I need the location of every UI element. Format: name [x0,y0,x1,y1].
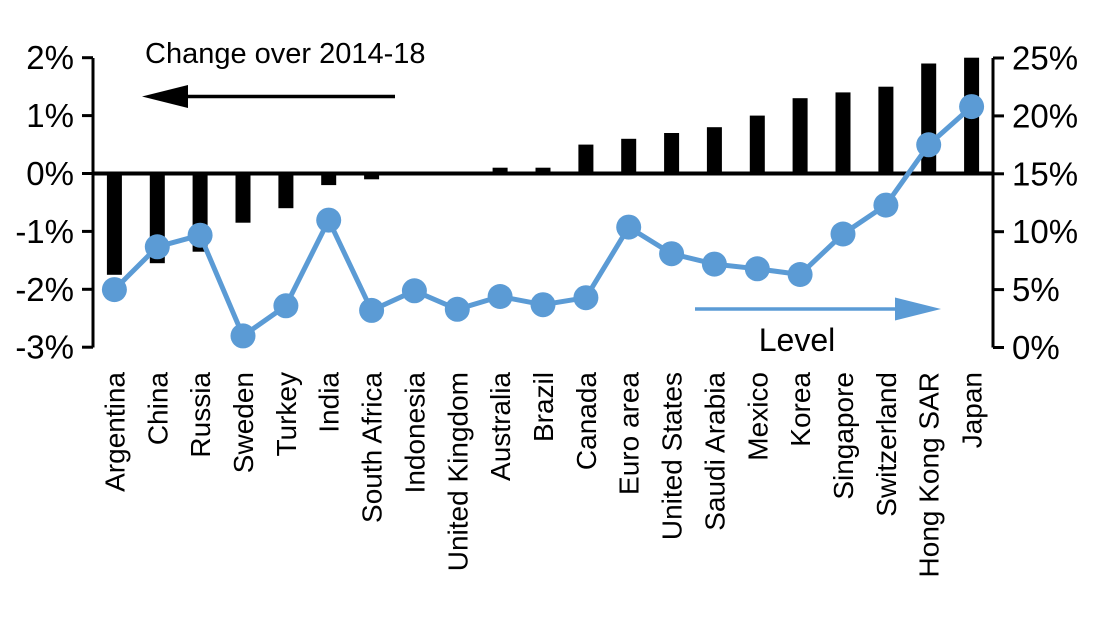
bar-australia [492,167,508,174]
country-label-turkey: Turkey [271,372,302,457]
bar-mexico [749,115,765,174]
level-marker-japan [959,94,985,120]
left-axis-tick-label: -2% [15,271,74,308]
level-marker-united-states [659,241,685,267]
country-label-russia: Russia [185,372,216,458]
country-label-china: China [142,372,173,446]
level-marker-united-kingdom [444,296,470,322]
level-marker-brazil [530,292,556,318]
bar-euro-area [621,138,637,174]
level-marker-euro-area [616,214,642,240]
right-axis-tick-label: 0% [1012,329,1060,366]
bar-singapore [835,92,851,174]
level-marker-korea [787,262,813,287]
right-arrow-icon [895,297,941,321]
level-annotation-label: Level [759,322,836,358]
country-label-australia: Australia [485,372,516,481]
left-axis-tick-label: -1% [15,213,74,250]
bar-saudi-arabia [706,127,722,174]
left-arrow-icon [142,85,188,108]
country-label-singapore: Singapore [828,372,859,500]
level-marker-turkey [273,293,299,319]
level-marker-china [144,234,170,260]
level-marker-indonesia [401,278,427,304]
country-label-korea: Korea [785,372,816,447]
level-marker-singapore [830,221,856,247]
bar-brazil [535,167,551,174]
country-label-brazil: Brazil [528,372,559,442]
level-marker-switzerland [873,192,899,218]
country-label-india: India [314,372,345,433]
left-axis-tick-label: 1% [26,97,74,134]
country-label-south-africa: South Africa [357,372,388,523]
right-axis-tick-label: 15% [1012,155,1078,192]
left-axis-tick-label: 0% [26,155,74,192]
country-label-mexico: Mexico [742,372,773,461]
bar-series-annotation-label: Change over 2014-18 [145,38,426,70]
bar-canada [578,144,594,174]
level-marker-russia [187,222,213,248]
level-marker-hong-kong-sar [916,132,942,158]
bar-india [321,173,337,186]
country-label-united-states: United States [657,372,688,540]
level-marker-south-africa [359,297,385,323]
left-axis-tick-label: 2% [26,39,74,76]
level-marker-australia [487,284,513,309]
level-marker-mexico [744,256,770,282]
country-label-switzerland: Switzerland [871,372,902,517]
bar-korea [792,98,808,174]
country-label-argentina: Argentina [99,372,130,492]
level-marker-sweden [230,323,256,349]
country-label-indonesia: Indonesia [399,372,430,494]
right-axis-tick-label: 10% [1012,213,1078,250]
country-label-saudi-arabia: Saudi Arabia [699,372,730,531]
bar-united-states [664,133,680,174]
level-marker-canada [573,285,599,311]
country-label-united-kingdom: United Kingdom [442,372,473,571]
bar-argentina [106,173,122,275]
country-label-japan: Japan [957,372,988,448]
country-label-sweden: Sweden [228,372,259,473]
level-marker-argentina [101,277,127,303]
left-axis-tick-label: -3% [15,329,74,366]
level-marker-india [316,207,342,233]
right-axis-tick-label: 20% [1012,97,1078,134]
country-label-canada: Canada [571,372,602,471]
country-label-hong-kong-sar: Hong Kong SAR [914,372,945,577]
bar-turkey [278,173,294,209]
bar-sweden [235,173,251,223]
level-marker-saudi-arabia [701,251,727,277]
country-label-euro-area: Euro area [614,372,645,495]
right-axis-tick-label: 25% [1012,40,1078,77]
right-axis-tick-label: 5% [1012,271,1060,308]
bar-south-africa [364,173,380,180]
bar-switzerland [878,86,894,174]
